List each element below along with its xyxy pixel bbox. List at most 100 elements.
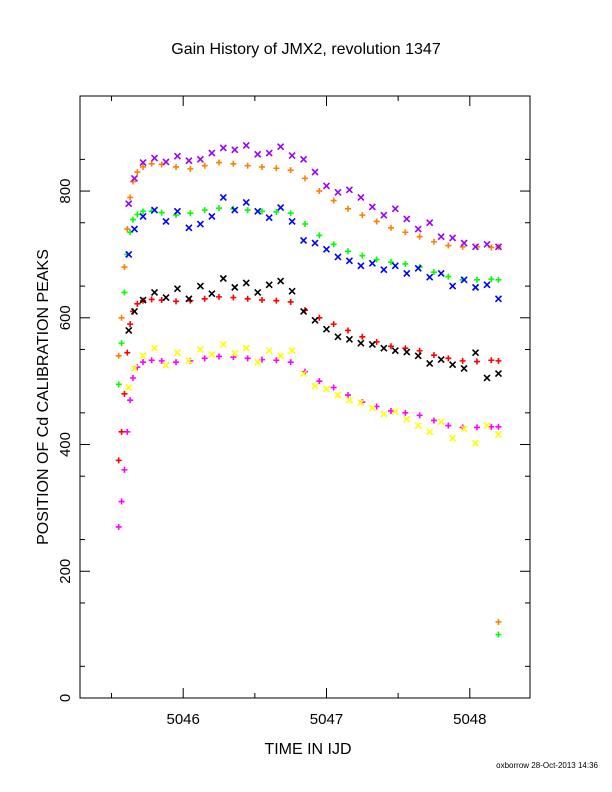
data-point: [121, 390, 128, 397]
data-point: [330, 321, 337, 328]
data-point: [196, 155, 204, 163]
data-point: [254, 358, 262, 366]
data-point: [287, 298, 294, 305]
data-point: [459, 357, 466, 364]
data-point: [373, 218, 380, 225]
data-point: [244, 162, 251, 169]
data-point: [368, 404, 376, 412]
data-point: [495, 423, 502, 430]
data-point: [437, 418, 445, 426]
data-point: [449, 434, 457, 442]
data-point: [158, 357, 165, 364]
data-point: [273, 357, 280, 364]
data-point: [230, 160, 237, 167]
data-point: [460, 239, 468, 247]
data-point: [231, 206, 239, 214]
data-point: [124, 428, 131, 435]
data-point: [494, 295, 503, 303]
data-point: [494, 369, 503, 378]
data-point: [216, 293, 223, 300]
data-point: [185, 357, 193, 365]
data-point: [300, 307, 308, 316]
data-point: [368, 203, 376, 211]
data-point: [242, 279, 250, 287]
data-point: [473, 424, 480, 431]
data-point: [124, 349, 131, 356]
data-point: [402, 229, 409, 236]
data-point: [121, 466, 128, 473]
data-point: [473, 358, 480, 365]
data-point: [140, 359, 147, 366]
data-point: [244, 295, 251, 302]
data-point: [124, 226, 131, 233]
series-8: [495, 618, 502, 625]
data-point: [127, 194, 134, 201]
data-point: [231, 146, 239, 154]
data-point: [140, 208, 147, 215]
data-marks: [115, 141, 503, 638]
data-point: [330, 197, 337, 204]
data-point: [158, 209, 165, 216]
data-point: [445, 355, 452, 362]
data-point: [130, 374, 137, 381]
data-point: [125, 326, 133, 335]
data-point: [483, 421, 491, 430]
data-point: [265, 347, 273, 355]
data-point: [127, 397, 134, 404]
data-point: [273, 165, 280, 172]
data-point: [357, 262, 365, 270]
data-point: [449, 361, 457, 369]
data-point: [201, 355, 208, 362]
data-point: [208, 149, 216, 157]
data-point: [150, 154, 159, 162]
axes: 0 200 400 600 800 5046 5047 5048: [57, 96, 530, 728]
data-point: [311, 168, 319, 176]
data-point: [127, 321, 134, 328]
data-point: [125, 250, 133, 258]
data-point: [368, 259, 376, 267]
data-point: [344, 205, 351, 212]
data-point: [414, 225, 422, 233]
data-point: [368, 340, 376, 348]
data-point: [125, 383, 133, 392]
x-tick-label: 5048: [453, 711, 486, 728]
data-point: [134, 211, 141, 218]
data-point: [445, 273, 452, 280]
data-point: [259, 163, 266, 170]
series-6: [125, 274, 503, 382]
data-point: [322, 385, 331, 393]
data-point: [430, 352, 437, 359]
data-point: [391, 408, 399, 416]
data-point: [208, 212, 216, 220]
data-point: [316, 188, 323, 195]
data-point: [118, 314, 125, 321]
data-point: [334, 391, 342, 399]
data-point: [196, 345, 204, 354]
data-point: [437, 356, 445, 364]
data-point: [380, 266, 388, 274]
data-point: [322, 182, 331, 190]
data-point: [445, 422, 452, 429]
y-tick-label: 200: [57, 559, 74, 584]
data-point: [460, 425, 468, 433]
data-point: [391, 262, 399, 270]
data-point: [488, 357, 495, 364]
data-point: [259, 297, 266, 304]
data-point: [311, 382, 319, 390]
data-point: [287, 167, 294, 174]
series-3: [115, 353, 502, 530]
data-point: [196, 282, 204, 290]
data-point: [162, 293, 170, 302]
data-point: [244, 207, 251, 214]
series-5: [125, 193, 503, 303]
data-point: [416, 412, 423, 419]
data-point: [118, 428, 125, 435]
data-point: [185, 224, 193, 232]
data-point: [437, 269, 445, 277]
data-point: [287, 210, 294, 217]
data-point: [334, 253, 342, 261]
data-point: [139, 352, 147, 360]
data-point: [244, 355, 251, 362]
series-2: [115, 293, 502, 464]
data-point: [387, 224, 394, 231]
